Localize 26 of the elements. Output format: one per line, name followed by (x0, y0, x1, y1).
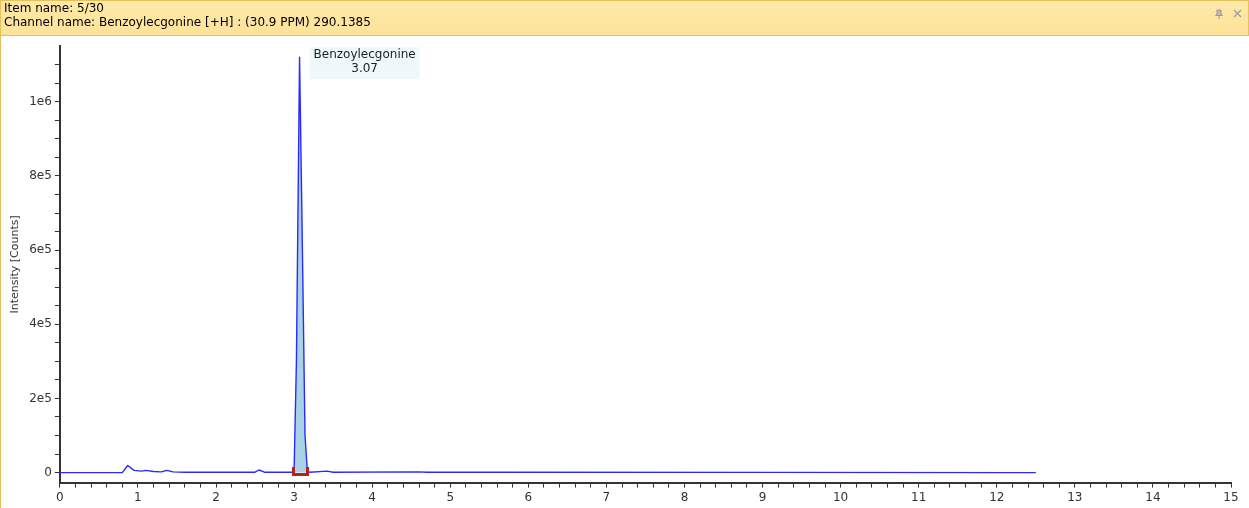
x-tick-label: 12 (989, 489, 1005, 504)
x-tick-label: 7 (602, 489, 611, 504)
x-tick-label: 6 (524, 489, 533, 504)
y-tick-label: 2e5 (29, 390, 52, 405)
y-tick-label: 1e6 (29, 93, 52, 108)
x-tick-label: 14 (1145, 489, 1161, 504)
y-tick-label: 8e5 (29, 168, 52, 183)
x-tick-label: 15 (1223, 489, 1239, 504)
x-tick-label: 5 (446, 489, 455, 504)
x-tick-label: 0 (56, 489, 64, 504)
x-tick-label: 4 (368, 489, 376, 504)
x-tick-label: 1 (134, 489, 142, 504)
y-tick-label: 0 (44, 464, 52, 479)
chart-subtitle: Channel name: Benzoylecgonine [+H] : (30.9 PPM) 290.1385 (3, 15, 372, 29)
chart-title: Item name: 5/30 (3, 1, 105, 15)
x-tick-label: 9 (758, 489, 767, 504)
x-tick-label: 3 (290, 489, 298, 504)
x-tick-label: 13 (1067, 489, 1083, 504)
y-tick-label: 4e5 (29, 316, 52, 331)
y-axis-title: Intensity [Counts] (8, 215, 22, 314)
y-tick-label: 6e5 (29, 242, 52, 257)
x-tick-label: 10 (832, 489, 849, 504)
annotation: Benzoylecgonine 3.07 (313, 47, 416, 76)
x-tick-label: 11 (911, 489, 927, 504)
x-tick-label: 2 (212, 489, 220, 504)
x-tick-label: 8 (680, 489, 689, 504)
